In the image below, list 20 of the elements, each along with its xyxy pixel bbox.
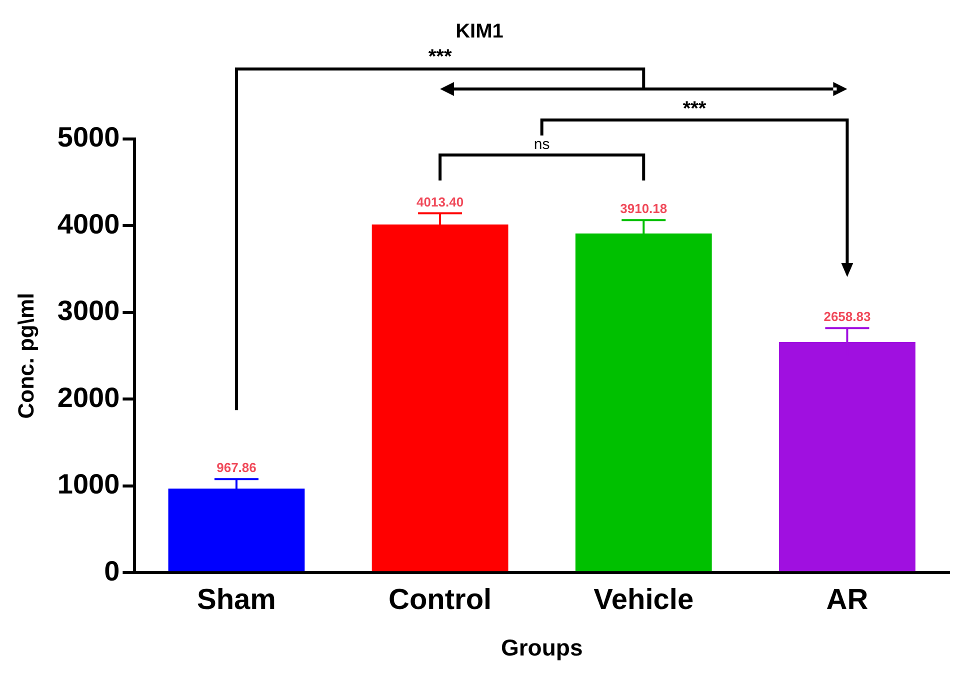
x-tick-label: AR [826, 584, 868, 616]
text: *** [428, 46, 452, 68]
x-tick-label: Control [388, 584, 492, 616]
y-tick-label: 1000 [57, 468, 120, 500]
text: *** [682, 98, 706, 120]
data-label: 2658.83 [824, 309, 871, 324]
y-tick-label: 2000 [57, 382, 120, 413]
annotation: ns [534, 136, 550, 153]
y-tick-label: 4000 [57, 208, 120, 240]
data-label: 967.86 [216, 460, 256, 476]
chart-title: KIM1 [456, 20, 504, 43]
y-axis-title: Conc. pg\ml [13, 292, 38, 419]
x-axis-title: Groups [500, 634, 583, 661]
x-tick-label: Vehicle [594, 584, 694, 616]
y-tick-label: 5000 [57, 122, 120, 153]
x-tick-label: Sham [196, 584, 276, 616]
data-label: 4013.40 [416, 194, 464, 210]
data-label: 3910.18 [620, 201, 668, 216]
y-tick-label: 3000 [57, 295, 120, 326]
y-tick-label: 0 [104, 555, 120, 586]
